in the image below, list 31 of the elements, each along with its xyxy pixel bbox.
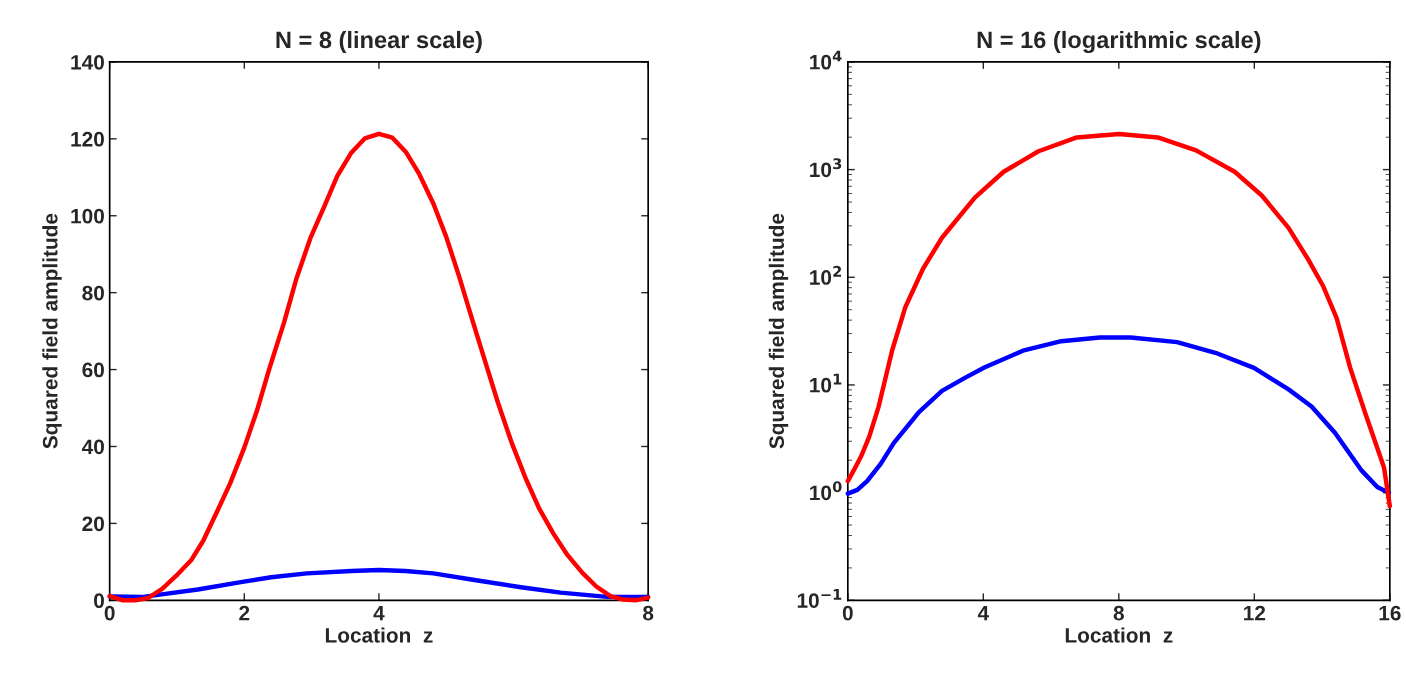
y-tick-label: 40 xyxy=(81,439,104,455)
y-tick-label: 120 xyxy=(71,131,104,147)
x-tick-label: 0 xyxy=(842,605,853,621)
x-tick-label: 2 xyxy=(239,605,250,621)
y-tick-label: 10$^{4}$ xyxy=(810,50,842,70)
y-tick-label: 20 xyxy=(82,516,104,532)
y-axis-title: Squared field amplitude xyxy=(42,213,62,449)
y-tick-label: 140 xyxy=(71,54,104,70)
x-tick-label: 4 xyxy=(977,605,989,621)
x-tick-label: 12 xyxy=(1244,605,1266,621)
x-tick-label: 8 xyxy=(1113,605,1124,621)
chart-title: N = 16 (logarithmic scale) xyxy=(977,30,1261,54)
x-tick-label: 16 xyxy=(1379,605,1401,621)
y-tick-label: 10$^{1}$ xyxy=(810,373,842,393)
line-series xyxy=(845,335,1392,496)
x-tick-label: 4 xyxy=(373,605,385,621)
x-axis-title: Location z xyxy=(325,627,433,643)
y-tick-label: 10$^{3}$ xyxy=(810,158,842,178)
x-tick-label: 8 xyxy=(643,605,654,621)
y-tick-label: 0 xyxy=(94,593,104,609)
y-tick-label: 100 xyxy=(71,208,104,224)
y-tick-label: 10$^{2}$ xyxy=(810,265,842,285)
y-tick-label: 10$^{−1}$ xyxy=(797,589,842,608)
x-axis-title: Location z xyxy=(1065,627,1173,643)
y-tick-label: 60 xyxy=(82,362,104,378)
y-axis-title: Squared field amplitude xyxy=(768,213,789,449)
y-tick-label: 10$^{0}$ xyxy=(810,481,842,501)
y-tick-label: 80 xyxy=(82,285,104,301)
chart-title: N = 8 (linear scale) xyxy=(276,30,482,53)
x-tick-label: 0 xyxy=(104,605,115,621)
line-series xyxy=(845,131,1393,509)
